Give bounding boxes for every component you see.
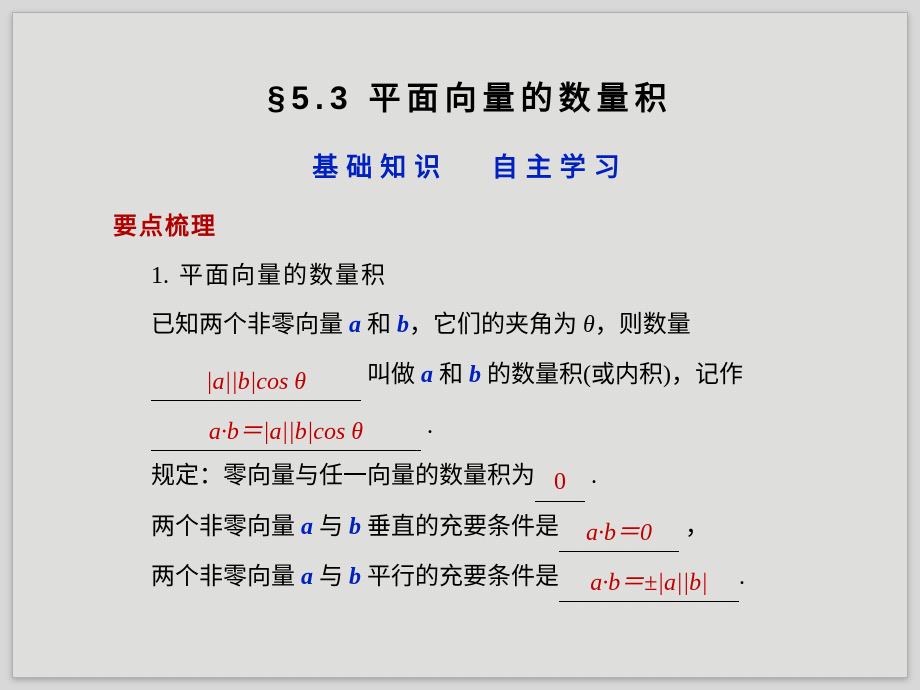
text: 两个非零向量 (151, 564, 301, 590)
blank-4: a·b＝0 (559, 518, 679, 552)
text: 和 (361, 312, 397, 338)
item-title: 平面向量的数量积 (179, 262, 387, 289)
slide-title: §5.3 平面向量的数量积 (113, 73, 827, 119)
subtitle-left: 基础知识 (312, 153, 448, 182)
ans3: 0 (554, 469, 566, 495)
text: 和 (433, 362, 469, 388)
line-5: 两个非零向量 a 与 b 垂直的充要条件是 a·b＝0 ， (151, 502, 827, 552)
answer-1: |a||b|cos θ (206, 369, 306, 395)
line-4: 规定：零向量与任一向量的数量积为 0 . (151, 451, 827, 501)
ans2-body: |a||b|cos θ (263, 419, 363, 445)
theta: θ (583, 312, 595, 338)
answer-2: a·b＝|a||b|cos θ (209, 419, 363, 445)
heading-red: 要点梳理 (113, 206, 827, 241)
blank-1: |a||b|cos θ (151, 367, 361, 401)
ans5-pre: a·b＝ (590, 570, 644, 596)
period: . (739, 564, 745, 590)
item-row: 1. 平面向量的数量积 (151, 255, 827, 290)
line-6: 两个非零向量 a 与 b 平行的充要条件是 a·b＝±|a||b|. (151, 552, 827, 602)
blank-3: 0 (535, 467, 585, 501)
slide-subtitle: 基础知识 自主学习 (113, 147, 827, 184)
text: 与 (313, 564, 349, 590)
text: 垂直的充要条件是 (361, 514, 559, 540)
vector-b: b (469, 362, 481, 388)
answer-5: a·b＝±|a||b| (590, 570, 708, 596)
text: 规定：零向量与任一向量的数量积为 (151, 463, 535, 489)
answer-3: 0 (554, 469, 566, 495)
vector-a: a (301, 514, 313, 540)
vector-a: a (421, 362, 433, 388)
period: . (427, 413, 433, 439)
line-2: |a||b|cos θ 叫做 a 和 b 的数量积(或内积)，记作 (151, 350, 827, 400)
ans5-body: |a||b| (657, 570, 707, 596)
ans5-pm: ± (644, 570, 657, 596)
vector-a: a (301, 564, 313, 590)
ans2-pre: a·b＝ (209, 419, 263, 445)
vector-b: b (397, 312, 409, 338)
blank-2: a·b＝|a||b|cos θ (151, 417, 421, 451)
text: 的数量积(或内积)，记作 (481, 362, 743, 388)
text: ，则数量 (595, 312, 691, 338)
vector-b: b (349, 514, 361, 540)
comma: ， (685, 514, 709, 540)
text: 已知两个非零向量 (151, 312, 349, 338)
period: . (591, 463, 597, 489)
item-number: 1. (151, 263, 169, 289)
vector-a: a (349, 312, 361, 338)
content-body: 已知两个非零向量 a 和 b，它们的夹角为 θ，则数量 |a||b|cos θ … (151, 300, 827, 602)
vector-b: b (349, 564, 361, 590)
text: 叫做 (361, 362, 421, 388)
text: 两个非零向量 (151, 514, 301, 540)
slide-page: §5.3 平面向量的数量积 基础知识 自主学习 要点梳理 1. 平面向量的数量积… (12, 12, 908, 678)
subtitle-right: 自主学习 (492, 153, 628, 182)
text: ，它们的夹角为 (409, 312, 583, 338)
line-3: a·b＝|a||b|cos θ . (151, 401, 827, 451)
text: 与 (313, 514, 349, 540)
answer-4: a·b＝0 (586, 520, 652, 546)
line-1: 已知两个非零向量 a 和 b，它们的夹角为 θ，则数量 (151, 300, 827, 350)
text: 平行的充要条件是 (361, 564, 559, 590)
blank-5: a·b＝±|a||b| (559, 568, 739, 602)
